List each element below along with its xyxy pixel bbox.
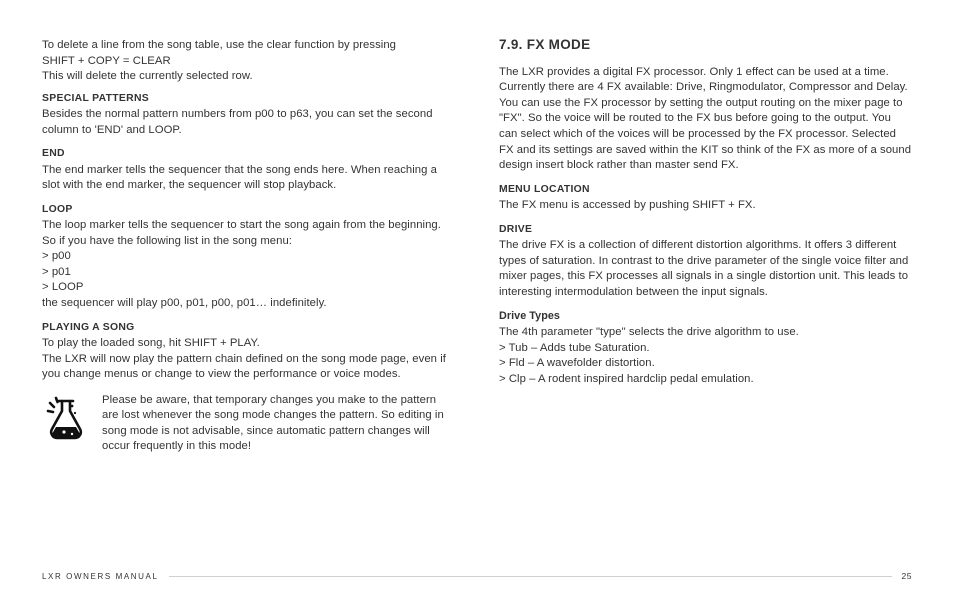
text: The loop marker tells the sequencer to s… [42,218,455,249]
text: This will delete the currently selected … [42,69,455,85]
page-footer: LXR OWNERS MANUAL 25 [42,571,912,581]
list-item: > Clp – A rodent inspired hardclip pedal… [499,372,912,388]
end-heading: END [42,147,455,161]
playing-song-body: To play the loaded song, hit SHIFT + PLA… [42,336,455,383]
text: To play the loaded song, hit SHIFT + PLA… [42,336,455,352]
loop-body: The loop marker tells the sequencer to s… [42,218,455,311]
fx-mode-heading: 7.9. FX MODE [499,36,912,55]
text: The LXR will now play the pattern chain … [42,352,455,383]
list-item: > p01 [42,265,455,281]
footer-divider [169,576,892,577]
special-patterns-body: Besides the normal pattern numbers from … [42,107,455,138]
playing-song-heading: PLAYING A SONG [42,321,455,335]
loop-heading: LOOP [42,203,455,217]
note-callout: Please be aware, that temporary changes … [42,393,455,455]
right-column: 7.9. FX MODE The LXR provides a digital … [499,38,912,548]
left-column: To delete a line from the song table, us… [42,38,455,548]
footer-label: LXR OWNERS MANUAL [42,572,159,581]
fx-mode-intro: The LXR provides a digital FX processor.… [499,65,912,174]
content-columns: To delete a line from the song table, us… [42,38,912,548]
list-item: > Fld – A wavefolder distortion. [499,356,912,372]
menu-location-body: The FX menu is accessed by pushing SHIFT… [499,198,912,214]
list-item: > Tub – Adds tube Saturation. [499,341,912,357]
special-patterns-heading: SPECIAL PATTERNS [42,92,455,106]
drive-types-heading: Drive Types [499,309,912,324]
list-item: > LOOP [42,280,455,296]
text: the sequencer will play p00, p01, p00, p… [42,296,455,312]
flask-icon [42,395,90,449]
note-text: Please be aware, that temporary changes … [102,393,455,455]
drive-body: The drive FX is a collection of differen… [499,238,912,300]
menu-location-heading: MENU LOCATION [499,183,912,197]
delete-line-para: To delete a line from the song table, us… [42,38,455,85]
end-body: The end marker tells the sequencer that … [42,163,455,194]
text: The 4th parameter "type" selects the dri… [499,325,912,341]
drive-types-body: The 4th parameter "type" selects the dri… [499,325,912,387]
list-item: > p00 [42,249,455,265]
text: SHIFT + COPY = CLEAR [42,54,455,70]
drive-heading: DRIVE [499,223,912,237]
text: To delete a line from the song table, us… [42,38,455,54]
page-number: 25 [902,571,912,581]
